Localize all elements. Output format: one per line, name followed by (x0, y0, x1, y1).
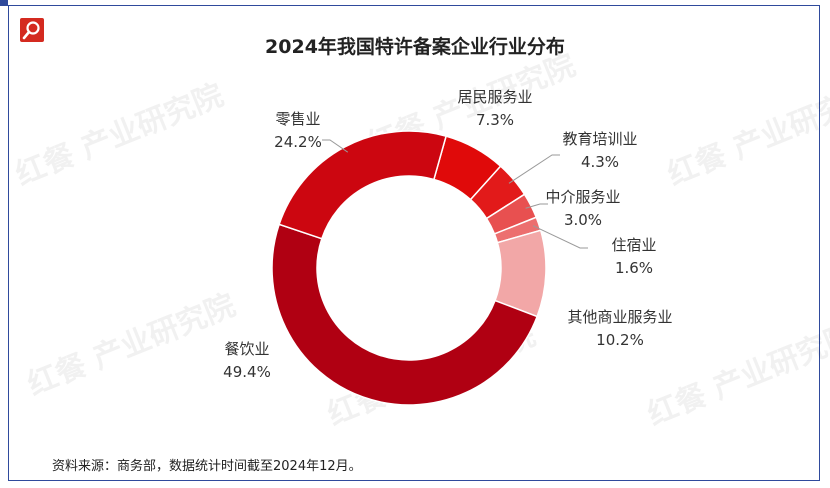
slice-label-5: 其他商业服务业 10.2% (560, 306, 680, 353)
leader-line-7 (322, 139, 349, 153)
slice-label-value: 3.0% (563, 211, 603, 230)
leader-line-3 (525, 203, 548, 209)
slice-label-value: 10.2% (596, 331, 644, 350)
slice-label-6: 餐饮业 49.4% (187, 338, 307, 385)
slice-label-value: 24.2% (274, 133, 322, 152)
slice-label-name: 中介服务业 (545, 188, 621, 206)
slice-label-value: 49.4% (223, 363, 271, 382)
slice-label-value: 7.3% (475, 111, 515, 130)
leader-line-2 (508, 154, 560, 184)
corner-mark (0, 0, 8, 6)
logo-icon (20, 18, 44, 42)
slice-label-name: 住宿业 (611, 236, 657, 254)
slice-7 (278, 130, 447, 240)
slice-label-name: 居民服务业 (457, 88, 533, 106)
slice-label-value: 4.3% (580, 153, 620, 172)
source-note: 资料来源：商务部，数据统计时间截至2024年12月。 (52, 459, 362, 474)
slice-label-name: 餐饮业 (224, 340, 270, 358)
slice-6 (271, 223, 539, 406)
chart-title: 2024年我国特许备案企业行业分布 (265, 36, 565, 58)
slice-label-value: 1.6% (614, 259, 654, 278)
slice-label-2: 教育培训业 4.3% (540, 128, 660, 175)
slice-label-3: 中介服务业 3.0% (523, 186, 643, 233)
leader-line-4 (532, 225, 588, 249)
slice-label-name: 教育培训业 (562, 130, 638, 148)
slice-label-7: 零售业 24.2% (238, 108, 358, 155)
slice-label-1: 居民服务业 7.3% (435, 86, 555, 133)
slice-label-name: 其他商业服务业 (567, 308, 673, 326)
slice-label-4: 住宿业 1.6% (574, 234, 694, 281)
slice-label-name: 零售业 (275, 110, 321, 128)
